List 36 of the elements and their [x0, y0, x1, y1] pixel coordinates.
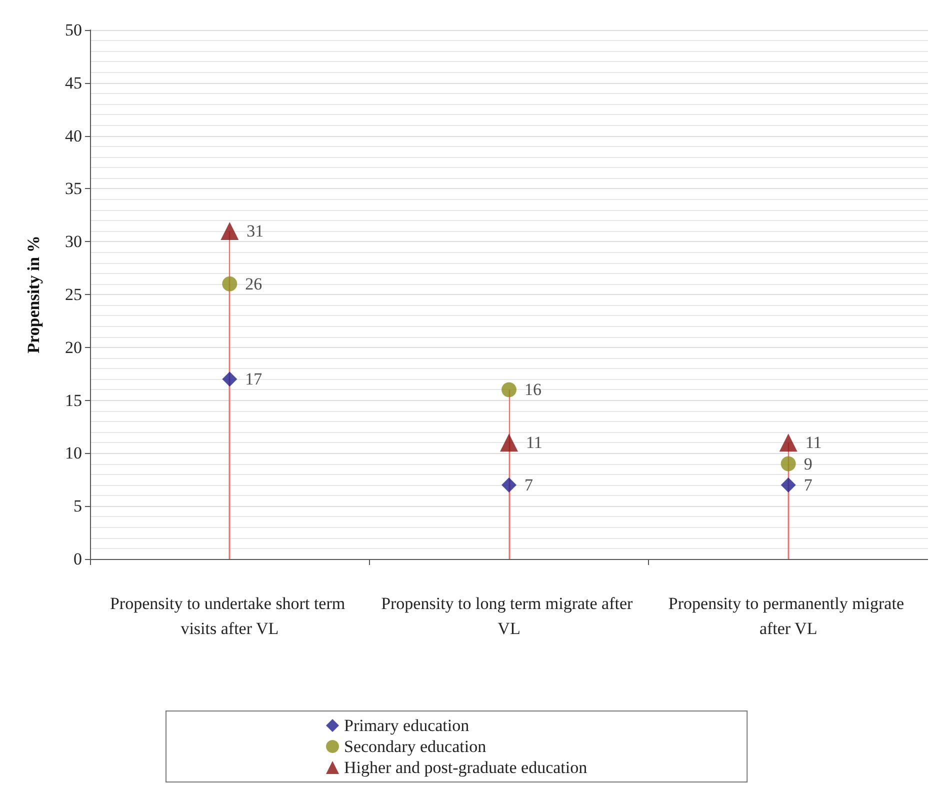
point [780, 456, 796, 472]
data-label: 16 [524, 380, 542, 400]
data-label: 31 [246, 222, 264, 241]
data-label: 9 [804, 454, 812, 474]
y-tick-label: 15 [65, 390, 82, 410]
data-label: 7 [524, 475, 534, 494]
point [220, 222, 239, 240]
x-tick-label: Propensity to permanently migrate after VL [668, 594, 908, 638]
data-label: 26 [245, 274, 262, 294]
legend-label: Primary education [344, 716, 470, 735]
point [780, 477, 796, 492]
y-tick-label: 50 [65, 20, 82, 40]
point [502, 477, 516, 492]
point [779, 434, 798, 452]
y-tick-label: 10 [65, 444, 82, 463]
y-axis-title: Propensity in % [24, 236, 43, 354]
data-label: 11 [526, 433, 542, 452]
y-tick-label: 20 [65, 338, 82, 357]
point [222, 276, 238, 292]
x-tick-label: Propensity to undertake short term visits after VL [110, 594, 350, 638]
y-tick-label: 0 [74, 550, 82, 568]
x-tick-label: Propensity to long term migrate after VL [381, 594, 637, 638]
legend-label: Secondary education [344, 737, 487, 756]
y-tick-label: 5 [74, 496, 82, 516]
data-label: 11 [805, 433, 822, 452]
point [222, 372, 238, 387]
y-tick-label: 30 [65, 232, 82, 252]
y-tick-label: 40 [65, 126, 82, 146]
point [502, 382, 516, 398]
y-tick-label: 25 [65, 285, 82, 304]
y-tick-label: 45 [65, 73, 82, 92]
data-label: 7 [804, 475, 813, 494]
legend-label: Higher and post-graduate education [344, 758, 588, 777]
point [500, 434, 518, 452]
data-label: 17 [245, 370, 263, 389]
y-tick-label: 35 [65, 179, 82, 198]
